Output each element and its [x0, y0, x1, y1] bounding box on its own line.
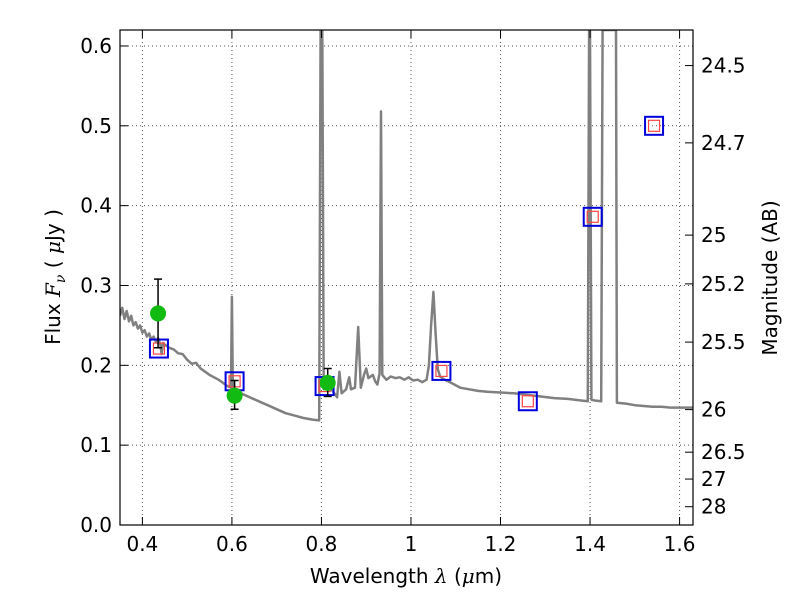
mag-tick-label: 25 [701, 223, 726, 247]
model-photometry-inner-square [435, 364, 448, 378]
x-tick-label: 1.2 [485, 532, 517, 556]
model-photometry-inner-square [647, 119, 661, 132]
y2-axis-label: Magnitude (AB) [758, 200, 782, 355]
mag-tick-label: 24.7 [701, 131, 746, 155]
model-photometry-inner-square [152, 342, 166, 355]
plot-area [120, 30, 693, 525]
x-tick-label: 1.4 [574, 532, 606, 556]
y-tick-label: 0.5 [80, 114, 112, 138]
model-photometry-square [644, 115, 665, 136]
model-photometry-square [431, 360, 452, 381]
mag-tick-label: 28 [701, 495, 726, 519]
y-tick-label: 0.2 [80, 353, 112, 377]
x-tick-label: 1 [405, 532, 418, 556]
grid [120, 30, 693, 526]
model-photometry-square [148, 338, 169, 359]
mag-tick-label: 25.2 [701, 272, 746, 296]
y-tick-label: 0.6 [80, 34, 112, 58]
model-photometry-inner-square [521, 395, 534, 408]
y-tick-label: 0.4 [80, 194, 112, 218]
model-photometry-square [517, 391, 538, 412]
model-photometry-inner-square [586, 210, 599, 223]
x-axis-label: Wavelength λ (μm) [310, 564, 502, 588]
observed-photometry-point [319, 374, 336, 391]
plot-frame [119, 29, 694, 526]
marker-layer [148, 115, 665, 412]
mag-tick-label: 26.5 [701, 440, 746, 464]
mag-tick-label: 25.5 [701, 330, 746, 354]
observed-photometry-point [226, 387, 243, 404]
model-photometry-square [582, 206, 603, 227]
mag-tick-label: 26 [701, 398, 726, 422]
y-tick-label: 0.0 [80, 513, 112, 537]
mag-tick-label: 27 [701, 467, 726, 491]
x-tick-label: 0.6 [216, 532, 248, 556]
x-tick-label: 0.4 [126, 532, 158, 556]
x-tick-label: 1.6 [664, 532, 696, 556]
y-tick-label: 0.3 [80, 273, 112, 297]
mag-tick-label: 24.5 [701, 54, 746, 78]
y-axis-label: Flux Fν ( μJy ) [41, 209, 69, 345]
x-tick-label: 0.8 [306, 532, 338, 556]
y-tick-label: 0.1 [80, 433, 112, 457]
ticks: 0.4 0.6 0.8 1 1.2 1.4 1.6 0.0 0.1 0.2 0.3 0.4 0.5 0.6… [80, 30, 746, 556]
observed-photometry-point [150, 305, 167, 322]
